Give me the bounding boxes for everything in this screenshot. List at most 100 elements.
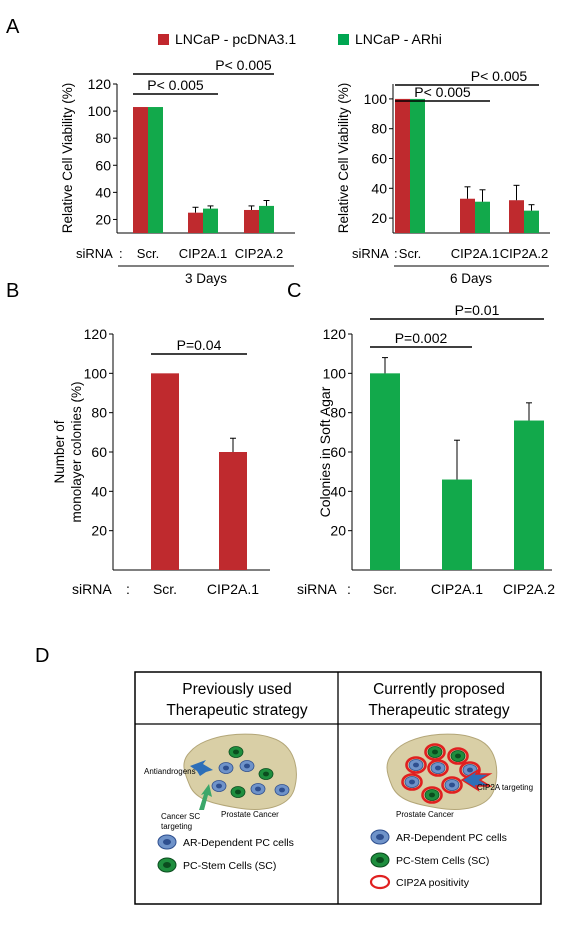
right-cell-ring — [405, 756, 427, 774]
right-legend-label-3: CIP2A positivity — [396, 877, 470, 889]
chart-b-monolayer: 20 40 60 80 100 120 Number of monolayer colonie… — [52, 326, 270, 597]
chartB-ytick-label: 120 — [84, 326, 108, 342]
chartA1-category-label: CIP2A.2 — [235, 246, 283, 261]
left-cell-nucleus — [244, 763, 250, 769]
chartA1-category-label: Scr. — [137, 246, 159, 261]
chart-a-6days: 20 40 60 80 100 Relative Cell Viability (%) Sc… — [336, 68, 550, 286]
chartA2-bar — [410, 98, 425, 234]
cancer-sc-label-2: targeting — [161, 822, 192, 831]
chartB-ytick-label: 80 — [91, 405, 107, 421]
chartA2-sirna-label: siRNA — [352, 246, 389, 261]
legend-swatch-pcdna — [158, 34, 169, 45]
chartA1-y-axis-label: Relative Cell Viability (%) — [60, 83, 75, 234]
right-prostate-cancer-label: Prostate Cancer — [396, 810, 454, 819]
chartC-pvalue-label: P=0.01 — [455, 302, 500, 318]
chartC-bar — [370, 373, 400, 570]
left-cell-nucleus — [223, 765, 229, 771]
chartA2-category-label: CIP2A.1 — [451, 246, 499, 261]
chartC-ytick-label: 80 — [330, 405, 346, 421]
chartC-bar — [514, 420, 544, 570]
right-cell-ring — [421, 786, 443, 804]
chartC-ytick-label: 120 — [323, 326, 347, 342]
chartC-bar — [442, 479, 472, 570]
right-legend-label-2: PC-Stem Cells (SC) — [396, 855, 489, 867]
right-cell-nucleus — [432, 749, 438, 755]
legend-green-nucleus-icon-r — [376, 857, 384, 863]
right-cell-nucleus — [429, 792, 435, 798]
chartA1-category-label: CIP2A.1 — [179, 246, 227, 261]
right-cell-nucleus — [455, 753, 461, 759]
left-cell-nucleus — [279, 787, 285, 793]
chartA1-bar — [133, 107, 148, 233]
chartC-sirna-label: siRNA — [297, 581, 337, 597]
chartA1-bar — [188, 212, 203, 233]
right-cell-ring — [427, 759, 449, 777]
chartA2-y-axis-label: Relative Cell Viability (%) — [336, 83, 351, 234]
chartA2-bar — [509, 200, 524, 233]
right-title-line2: Therapeutic strategy — [368, 702, 510, 719]
right-cell-nucleus — [409, 779, 415, 785]
legend-green-nucleus-icon — [163, 862, 171, 868]
legend-label-pcdna: LNCaP - pcDNA3.1 — [175, 31, 296, 47]
left-legend-label-1: AR-Dependent PC cells — [183, 837, 294, 849]
chart-a-3days: 20 40 60 80 100 120 Relative Cell Viability (%… — [60, 57, 295, 286]
chartA1-ytick-label: 80 — [95, 130, 111, 146]
chartC-ytick-label: 60 — [330, 444, 346, 460]
chartC-ytick-label: 100 — [323, 365, 347, 381]
left-cell-nucleus — [263, 771, 269, 777]
cip2a-targeting-label: CIP2A targeting — [477, 783, 533, 792]
right-cell-nucleus — [413, 762, 419, 768]
right-legend-label-1: AR-Dependent PC cells — [396, 832, 507, 844]
right-legend: AR-Dependent PC cells PC-Stem Cells (SC)… — [369, 829, 507, 890]
chartC-category-label: CIP2A.1 — [431, 581, 483, 597]
right-cell-nucleus — [435, 765, 441, 771]
chartA1-bar — [244, 209, 259, 233]
cancer-sc-arrow — [199, 784, 212, 810]
chartA1-ytick-label: 20 — [95, 211, 111, 227]
chartC-category-label: CIP2A.2 — [503, 581, 555, 597]
chartA2-bar — [460, 198, 475, 233]
left-prostate-cancer-label: Prostate Cancer — [221, 810, 279, 819]
right-cell-ring — [447, 747, 469, 765]
chartA2-bar — [475, 201, 490, 233]
chartB-category-label: Scr. — [153, 581, 177, 597]
legend-swatch-arhi — [338, 34, 349, 45]
chartB-ytick-label: 40 — [91, 483, 107, 499]
cancer-sc-label-1: Cancer SC — [161, 812, 200, 821]
chartB-ytick-label: 100 — [84, 365, 108, 381]
chartA2-group-label: 6 Days — [450, 271, 492, 286]
chartA2-bar — [524, 210, 539, 233]
chartA1-ytick-label: 60 — [95, 157, 111, 173]
chartC-y-axis-label: Colonies in Soft Agar — [317, 386, 333, 517]
chartC-sirna-colon: : — [347, 581, 351, 597]
right-cell-nucleus — [467, 767, 473, 773]
chartA2-ytick-label: 20 — [371, 210, 387, 226]
left-tumor-blob — [183, 733, 297, 810]
chartA2-pvalue-label: P< 0.005 — [471, 68, 528, 84]
chartA1-ytick-label: 100 — [88, 103, 112, 119]
chartA1-sirna-label: siRNA — [76, 246, 113, 261]
chartA2-ytick-label: 80 — [371, 121, 387, 137]
antiandrogens-arrow — [190, 760, 213, 776]
chartA1-bar — [148, 107, 163, 233]
chartA2-category-label: CIP2A.2 — [500, 246, 548, 261]
cip2a-targeting-arrow — [460, 768, 493, 792]
chartA1-ytick-label: 120 — [88, 76, 112, 92]
chartB-category-label: CIP2A.1 — [207, 581, 259, 597]
chartA2-category-label: Scr. — [399, 246, 421, 261]
chartA2-ytick-label: 100 — [364, 91, 388, 107]
left-cell-nucleus — [235, 789, 241, 795]
chartA2-ytick-label: 40 — [371, 180, 387, 196]
legend-blue-nucleus-icon — [163, 839, 171, 845]
right-cell-ring — [424, 743, 446, 761]
left-cell-nucleus — [233, 749, 239, 755]
left-legend: AR-Dependent PC cells PC-Stem Cells (SC) — [157, 834, 294, 873]
chartB-pvalue-label: P=0.04 — [177, 337, 222, 353]
panel-label-a: A — [6, 16, 20, 38]
left-legend-label-2: PC-Stem Cells (SC) — [183, 860, 276, 872]
legend-blue-nucleus-icon-r — [376, 834, 384, 840]
chartA1-bar — [203, 208, 218, 233]
chartB-ytick-label: 20 — [91, 523, 107, 539]
right-cell-nucleus — [449, 782, 455, 788]
